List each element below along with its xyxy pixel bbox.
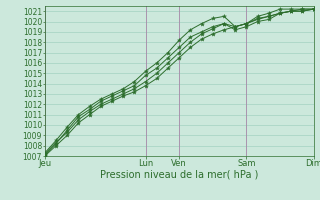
X-axis label: Pression niveau de la mer( hPa ): Pression niveau de la mer( hPa ) <box>100 170 258 180</box>
